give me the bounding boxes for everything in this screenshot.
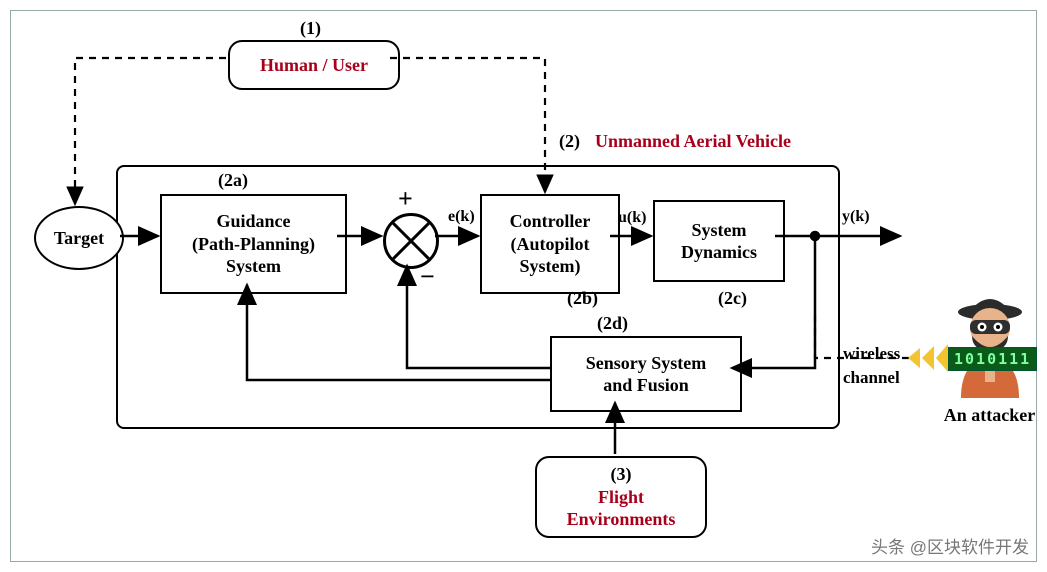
wireless-label-2: channel	[843, 368, 900, 388]
signal-ek: e(k)	[448, 208, 475, 226]
attacker-icon	[949, 290, 1031, 400]
label-2d: (2d)	[597, 313, 628, 334]
wireless-label-1: wireless	[843, 344, 900, 364]
target-label: Target	[54, 228, 104, 249]
guidance-node: Guidance (Path-Planning) System	[160, 194, 347, 294]
label-2: (2)	[559, 131, 580, 152]
controller-node: Controller (Autopilot System)	[480, 194, 620, 294]
summing-junction	[383, 213, 439, 269]
label-3: (3)	[611, 463, 632, 486]
dynamics-node: System Dynamics	[653, 200, 785, 282]
guidance-label: Guidance (Path-Planning) System	[192, 210, 315, 278]
watermark: 头条 @区块软件开发	[871, 533, 1029, 558]
watermark-text: 头条 @区块软件开发	[871, 538, 1029, 557]
label-2a: (2a)	[218, 170, 248, 191]
sensory-label: Sensory System and Fusion	[586, 352, 707, 397]
dynamics-label: System Dynamics	[681, 219, 757, 264]
uav-title: Unmanned Aerial Vehicle	[595, 131, 791, 152]
minus-sign: −	[420, 262, 435, 292]
target-node: Target	[34, 206, 124, 270]
human-user-node: Human / User	[228, 40, 400, 90]
human-user-label: Human / User	[260, 54, 368, 77]
binary-chip: 1010111	[948, 347, 1037, 371]
label-2b: (2b)	[567, 288, 598, 309]
sensory-node: Sensory System and Fusion	[550, 336, 742, 412]
plus-sign: +	[398, 184, 413, 214]
flight-env-node: (3) Flight Environments	[535, 456, 707, 538]
binary-text: 1010111	[954, 350, 1031, 368]
attacker-label: An attacker	[942, 405, 1037, 426]
signal-yk: y(k)	[842, 208, 870, 226]
signal-uk: u(k)	[618, 209, 646, 227]
controller-label: Controller (Autopilot System)	[510, 210, 591, 278]
label-2c: (2c)	[718, 288, 747, 309]
flight-env-label: Flight Environments	[567, 486, 676, 531]
label-1: (1)	[300, 18, 321, 39]
